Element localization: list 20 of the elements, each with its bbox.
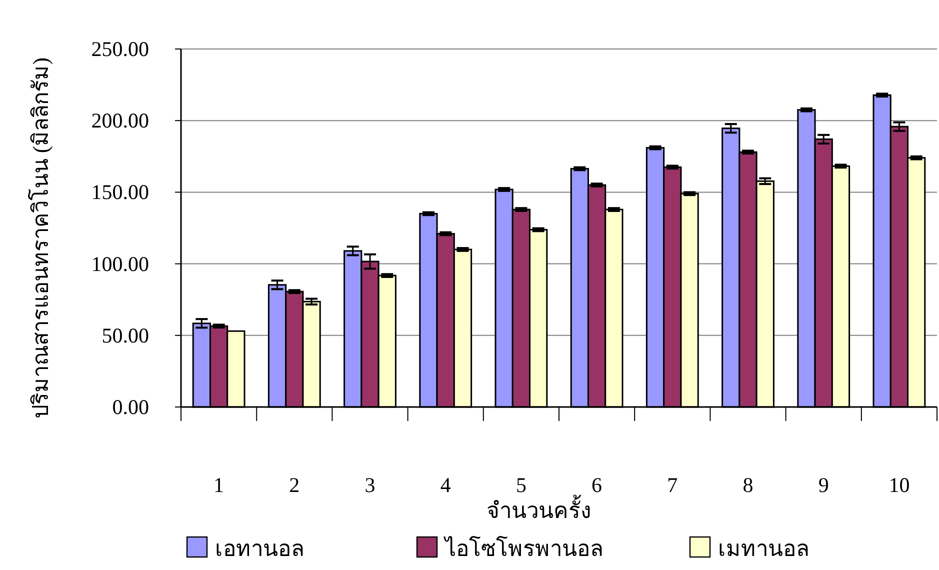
legend-label: เอทานอล — [215, 536, 304, 561]
legend-label: ไอโซโพรพานอล — [443, 536, 603, 561]
x-tick-label: 3 — [364, 473, 376, 497]
x-tick-label: 9 — [818, 473, 829, 497]
y-axis-title: ปริมาณสารแอนทราควิโนน (มิลลิกรัม) — [28, 57, 53, 419]
y-tick-label: 100.00 — [91, 252, 149, 276]
x-tick-label: 5 — [516, 473, 526, 497]
y-tick-label: 200.00 — [91, 108, 149, 133]
x-tick-label: 7 — [667, 473, 678, 497]
y-tick-label: 50.00 — [102, 323, 149, 348]
x-tick-label: 2 — [289, 473, 300, 497]
x-tick-label: 6 — [592, 473, 602, 497]
y-tick-label: 150.00 — [91, 180, 149, 204]
y-tick-label: 0.00 — [112, 395, 149, 419]
x-tick-label: 10 — [888, 473, 910, 497]
legend-label: เมทานอล — [718, 536, 809, 561]
y-tick-label: 250.00 — [91, 37, 149, 61]
x-tick-label: 8 — [742, 473, 754, 497]
x-tick-label: 1 — [214, 473, 224, 497]
x-tick-label: 4 — [440, 473, 452, 497]
